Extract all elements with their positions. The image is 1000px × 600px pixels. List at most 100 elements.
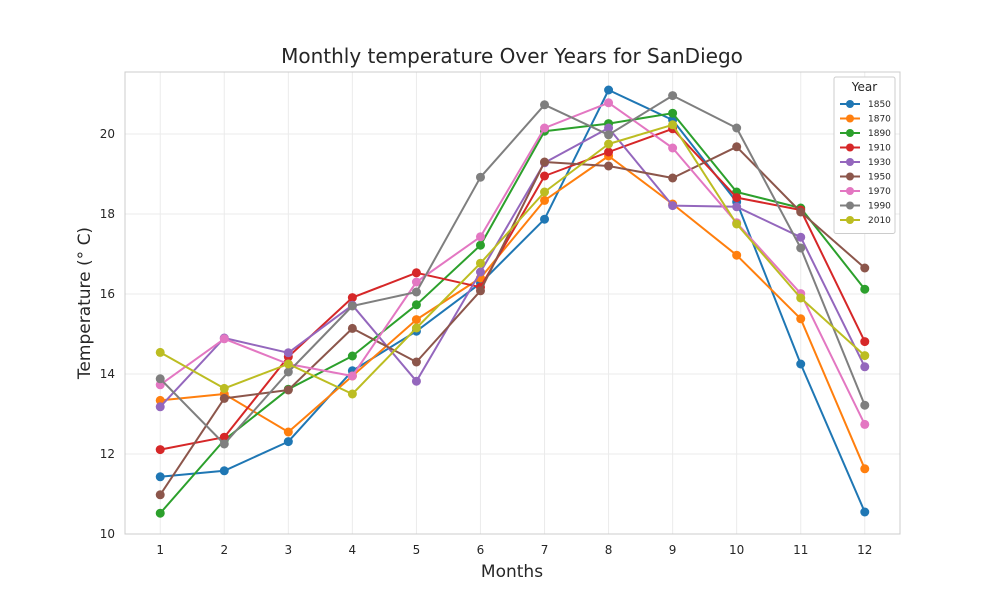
data-point bbox=[347, 301, 357, 311]
x-tick-label: 6 bbox=[477, 543, 485, 557]
data-point bbox=[732, 142, 742, 152]
data-point bbox=[796, 243, 806, 253]
data-point bbox=[668, 120, 678, 130]
data-point bbox=[283, 427, 293, 437]
legend-label: 1990 bbox=[868, 202, 891, 212]
legend-label: 2010 bbox=[868, 216, 891, 226]
data-point bbox=[283, 385, 293, 395]
y-axis-title: Temperature (° C) bbox=[75, 227, 95, 380]
x-tick-label: 7 bbox=[541, 543, 549, 557]
data-point bbox=[860, 351, 870, 361]
data-point bbox=[732, 123, 742, 133]
data-point bbox=[283, 348, 293, 358]
data-point bbox=[411, 300, 421, 310]
data-point bbox=[604, 130, 614, 140]
data-point bbox=[604, 139, 614, 149]
data-point bbox=[475, 240, 485, 250]
series-line bbox=[160, 89, 866, 513]
data-point bbox=[860, 362, 870, 372]
data-point bbox=[540, 100, 550, 110]
data-point bbox=[219, 439, 229, 449]
data-point bbox=[796, 314, 806, 324]
data-point bbox=[796, 293, 806, 303]
x-tick-label: 5 bbox=[413, 543, 421, 557]
data-point bbox=[155, 445, 165, 455]
series-line bbox=[160, 127, 866, 451]
series-line bbox=[160, 155, 866, 470]
x-tick-label: 4 bbox=[349, 543, 357, 557]
plot-area bbox=[124, 71, 901, 535]
data-point bbox=[475, 172, 485, 182]
series-line bbox=[159, 127, 866, 408]
data-point bbox=[347, 293, 357, 303]
data-point bbox=[540, 123, 550, 133]
data-point bbox=[411, 268, 421, 278]
y-tick-label: 10 bbox=[100, 527, 115, 541]
legend-item-1990: 1990 bbox=[840, 201, 891, 212]
series-group bbox=[155, 85, 870, 518]
x-tick-label: 8 bbox=[605, 543, 613, 557]
data-point bbox=[732, 250, 742, 260]
legend-label: 1890 bbox=[868, 129, 891, 139]
x-tick-label: 10 bbox=[729, 543, 744, 557]
x-tick-label: 1 bbox=[156, 543, 164, 557]
data-point bbox=[796, 359, 806, 369]
legend-marker bbox=[846, 143, 854, 152]
data-point bbox=[604, 147, 614, 157]
data-point bbox=[540, 214, 550, 224]
data-point bbox=[155, 395, 165, 405]
data-point bbox=[668, 173, 678, 183]
legend-marker bbox=[846, 201, 854, 210]
x-tick-label: 12 bbox=[857, 543, 872, 557]
legend-label: 1930 bbox=[868, 158, 891, 168]
legend: Year 1850 1870 1890 1910 1930 1950 1970 1990 201… bbox=[833, 76, 896, 234]
legend-marker bbox=[846, 172, 854, 181]
series-line bbox=[159, 101, 866, 425]
data-point bbox=[860, 400, 870, 410]
data-point bbox=[155, 402, 165, 412]
data-point bbox=[219, 466, 229, 476]
data-point bbox=[411, 277, 421, 287]
legend-label: 1970 bbox=[868, 187, 891, 197]
data-point bbox=[411, 357, 421, 367]
data-point bbox=[540, 157, 550, 167]
data-point bbox=[604, 85, 614, 95]
x-tick-label: 2 bbox=[220, 543, 228, 557]
series-line bbox=[159, 94, 866, 445]
data-point bbox=[860, 507, 870, 517]
data-point bbox=[411, 315, 421, 325]
data-point bbox=[219, 334, 229, 344]
data-point bbox=[155, 490, 165, 500]
data-point bbox=[732, 219, 742, 229]
legend-label: 1870 bbox=[868, 115, 891, 125]
data-point bbox=[347, 371, 357, 381]
x-axis-title: Months bbox=[481, 562, 543, 582]
data-point bbox=[668, 108, 678, 118]
data-point bbox=[219, 393, 229, 403]
series-line bbox=[159, 112, 866, 514]
legend-marker bbox=[846, 129, 854, 137]
data-point bbox=[475, 258, 485, 268]
legend-item-1930: 1930 bbox=[840, 158, 891, 168]
data-point bbox=[860, 263, 870, 273]
data-point bbox=[604, 123, 614, 133]
data-point bbox=[668, 91, 678, 101]
data-point bbox=[540, 187, 550, 197]
series-1930 bbox=[155, 123, 870, 412]
data-point bbox=[860, 337, 870, 347]
legend-label: 1950 bbox=[868, 173, 891, 183]
y-tick-label: 14 bbox=[100, 367, 115, 381]
data-point bbox=[347, 323, 357, 333]
data-point bbox=[604, 98, 614, 108]
plot-frame bbox=[124, 71, 901, 535]
data-point bbox=[411, 323, 421, 333]
data-point bbox=[860, 464, 870, 474]
data-point bbox=[860, 284, 870, 294]
data-point bbox=[732, 193, 742, 203]
data-point bbox=[475, 286, 485, 296]
legend-marker bbox=[846, 187, 854, 195]
data-point bbox=[219, 432, 229, 442]
legend-item-1910: 1910 bbox=[840, 143, 891, 154]
series-2010 bbox=[155, 120, 870, 399]
